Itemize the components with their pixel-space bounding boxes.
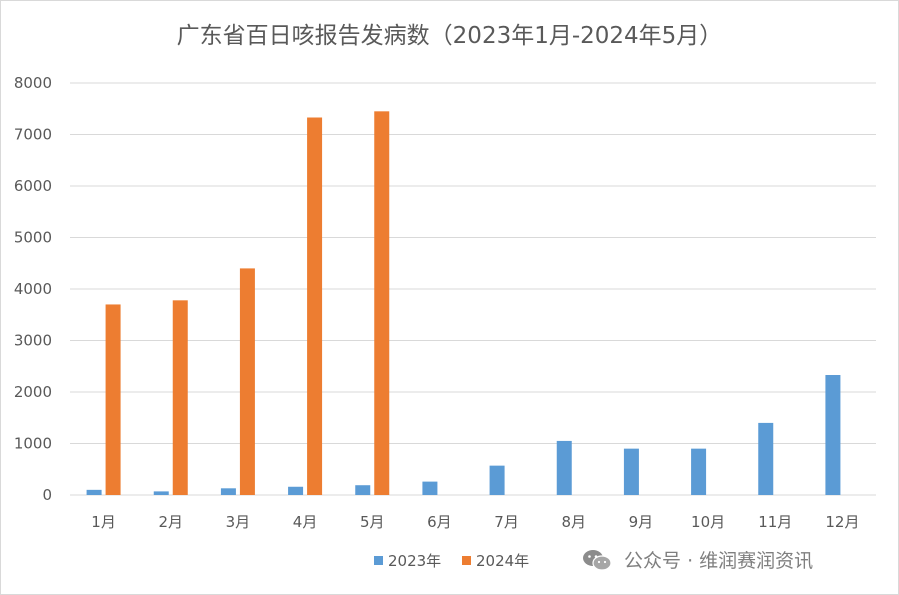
x-tick-label: 4月 (293, 513, 318, 531)
bar-2023-7 (489, 465, 505, 495)
x-tick-label: 7月 (494, 513, 519, 531)
bar-2024-2 (172, 300, 188, 495)
bar-2023-11 (758, 422, 774, 495)
bar-2024-5 (374, 111, 390, 495)
x-tick-label: 1月 (91, 513, 116, 531)
bar-2023-12 (825, 375, 841, 495)
bar-2024-4 (307, 117, 323, 495)
bar-2023-5 (355, 485, 371, 495)
bar-2023-9 (623, 448, 639, 495)
bar-2023-4 (288, 486, 304, 495)
bars (86, 111, 841, 495)
x-tick-label: 11月 (758, 513, 792, 531)
x-tick-label: 10月 (691, 513, 725, 531)
y-tick-label: 8000 (14, 74, 52, 92)
bar-2023-2 (153, 491, 169, 495)
bar-2023-6 (422, 481, 438, 495)
x-tick-label: 9月 (629, 513, 654, 531)
x-tick-label: 8月 (561, 513, 586, 531)
y-tick-label: 4000 (14, 280, 52, 298)
legend-label: 2023年 (388, 552, 441, 570)
bar-2023-1 (86, 489, 102, 495)
x-axis-tick-labels: 1月 2月 3月 4月 5月 6月 7月 8月 9月 10月 11月 12月 (91, 513, 859, 531)
legend-swatch (462, 556, 471, 565)
x-tick-label: 3月 (226, 513, 251, 531)
watermark-text: 公众号 · 维润赛润资讯 (624, 550, 814, 572)
x-tick-label: 6月 (427, 513, 452, 531)
bar-2023-8 (556, 440, 572, 495)
y-tick-label: 3000 (14, 332, 52, 350)
y-axis-tick-labels: 0 1000 2000 3000 4000 5000 6000 7000 8000 (14, 74, 52, 504)
y-tick-label: 6000 (14, 177, 52, 195)
watermark: 公众号 · 维润赛润资讯 (582, 546, 813, 573)
y-tick-label: 5000 (14, 229, 52, 247)
bar-2024-3 (239, 268, 255, 495)
y-tick-label: 7000 (14, 126, 52, 144)
chart-title: 广东省百日咳报告发病数（2023年1月-2024年5月） (176, 23, 723, 49)
x-tick-label: 5月 (360, 513, 385, 531)
wechat-icon (583, 549, 612, 571)
legend: 2023年 2024年 (374, 552, 529, 570)
y-tick-label: 0 (42, 486, 52, 504)
gridlines (70, 82, 876, 496)
bar-2024-1 (105, 304, 121, 495)
legend-label: 2024年 (476, 552, 529, 570)
bar-2023-10 (691, 448, 707, 495)
x-tick-label: 2月 (158, 513, 183, 531)
y-tick-label: 1000 (14, 435, 52, 453)
y-tick-label: 2000 (14, 383, 52, 401)
legend-swatch (374, 556, 383, 565)
x-tick-label: 12月 (825, 513, 859, 531)
bar-2023-3 (220, 488, 236, 495)
